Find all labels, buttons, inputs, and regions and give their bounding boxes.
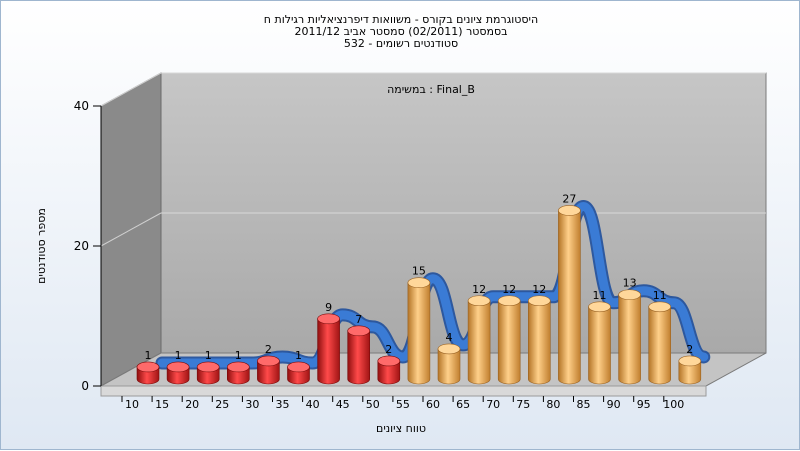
chart-title-line-3: 532 - סטודנטים רשומים	[343, 37, 459, 50]
bar-100	[678, 360, 702, 385]
x-axis-ticks: 10 15 20 25 30 35 40 45 50 55 60 65 70 75 80 85 90 95 100	[121, 396, 684, 411]
bar-cap-35	[287, 361, 310, 373]
bars-layer	[136, 205, 702, 385]
x-tick-label: 65	[456, 398, 470, 411]
value-label: 1	[145, 349, 152, 362]
value-label: 4	[446, 331, 453, 344]
x-tick-label: 40	[306, 398, 320, 411]
bar-90	[618, 294, 641, 385]
bar-cap-95	[648, 301, 672, 313]
bar-cap-100	[678, 355, 702, 367]
bar-95	[648, 306, 671, 385]
x-tick-label: 45	[336, 398, 350, 411]
bar-65	[467, 300, 491, 385]
x-tick-label: 15	[155, 398, 169, 411]
bar-60	[437, 348, 461, 385]
x-tick-label: 50	[366, 398, 380, 411]
value-label: 1	[295, 349, 302, 362]
bar-50	[377, 360, 401, 385]
bar-cap-85	[588, 301, 611, 313]
bar-cap-55	[407, 277, 431, 289]
value-label: 7	[355, 313, 362, 326]
y-tick-label: 20	[74, 239, 89, 253]
bar-cap-50	[377, 355, 401, 367]
bar-cap-80	[558, 205, 581, 216]
x-tick-label: 30	[245, 398, 259, 411]
x-tick-label: 20	[185, 398, 199, 411]
bar-cap-60	[437, 343, 461, 355]
bar-70	[497, 300, 521, 385]
y-axis-title: מספר סטודנטים	[35, 208, 48, 284]
chart-title-line-2: בסמסטר (02/2011) סמסטר אביב 2011/12	[294, 25, 508, 38]
value-label: 12	[532, 283, 546, 296]
bar-40	[317, 318, 340, 385]
bar-cap-10	[136, 361, 160, 373]
value-label: 12	[502, 283, 516, 296]
value-label: 11	[593, 289, 607, 302]
y-tick-label: 40	[74, 99, 89, 113]
x-tick-label: 85	[577, 398, 591, 411]
bar-85	[588, 306, 611, 385]
value-label: 11	[653, 289, 667, 302]
value-label: 2	[265, 343, 272, 356]
bar-80	[558, 210, 581, 385]
bar-cap-15	[166, 361, 190, 373]
x-tick-label: 35	[276, 398, 290, 411]
bar-55	[407, 282, 431, 385]
x-tick-label: 25	[215, 398, 229, 411]
y-tick-label: 0	[81, 379, 89, 393]
gridline-side	[100, 72, 162, 107]
x-tick-label: 100	[663, 398, 684, 411]
bar-cap-90	[618, 289, 641, 301]
value-label: 1	[175, 349, 182, 362]
bar-75	[528, 300, 551, 385]
value-label: 12	[472, 283, 486, 296]
bar-cap-45	[347, 325, 371, 337]
x-tick-label: 10	[125, 398, 139, 411]
bar-cap-40	[317, 313, 340, 325]
value-label: 13	[623, 277, 637, 290]
y-axis-ticks: 0 20 40	[74, 99, 102, 393]
x-tick-label: 90	[607, 398, 621, 411]
bar-cap-65	[467, 295, 491, 307]
chart-annotation: במשימה : Final_B	[387, 83, 475, 96]
gridline-side	[100, 212, 162, 247]
value-label: 27	[562, 192, 576, 205]
x-tick-label: 60	[426, 398, 440, 411]
value-label: 1	[235, 349, 242, 362]
bar-cap-70	[497, 295, 521, 307]
value-label: 2	[385, 343, 392, 356]
x-tick-label: 55	[396, 398, 410, 411]
chart-title-line-1: היסטוגרמת ציונים בקורס - משוואות דיפרנצי…	[263, 13, 539, 26]
bar-cap-25	[227, 361, 250, 373]
value-label: 2	[686, 343, 693, 356]
bar-cap-75	[527, 295, 551, 307]
bar-cap-30	[257, 355, 280, 367]
value-label: 9	[325, 301, 332, 314]
bar-30	[257, 360, 280, 385]
floor-edge	[100, 385, 707, 397]
bar-cap-20	[196, 361, 220, 373]
value-label: 15	[412, 265, 426, 278]
x-tick-label: 70	[486, 398, 500, 411]
x-tick-label: 75	[516, 398, 530, 411]
bar-45	[347, 330, 370, 385]
x-tick-label: 95	[637, 398, 651, 411]
value-label: 1	[205, 349, 212, 362]
gridlines	[100, 72, 766, 247]
x-tick-label: 80	[546, 398, 560, 411]
x-axis-title: טווח ציונים	[376, 422, 426, 435]
